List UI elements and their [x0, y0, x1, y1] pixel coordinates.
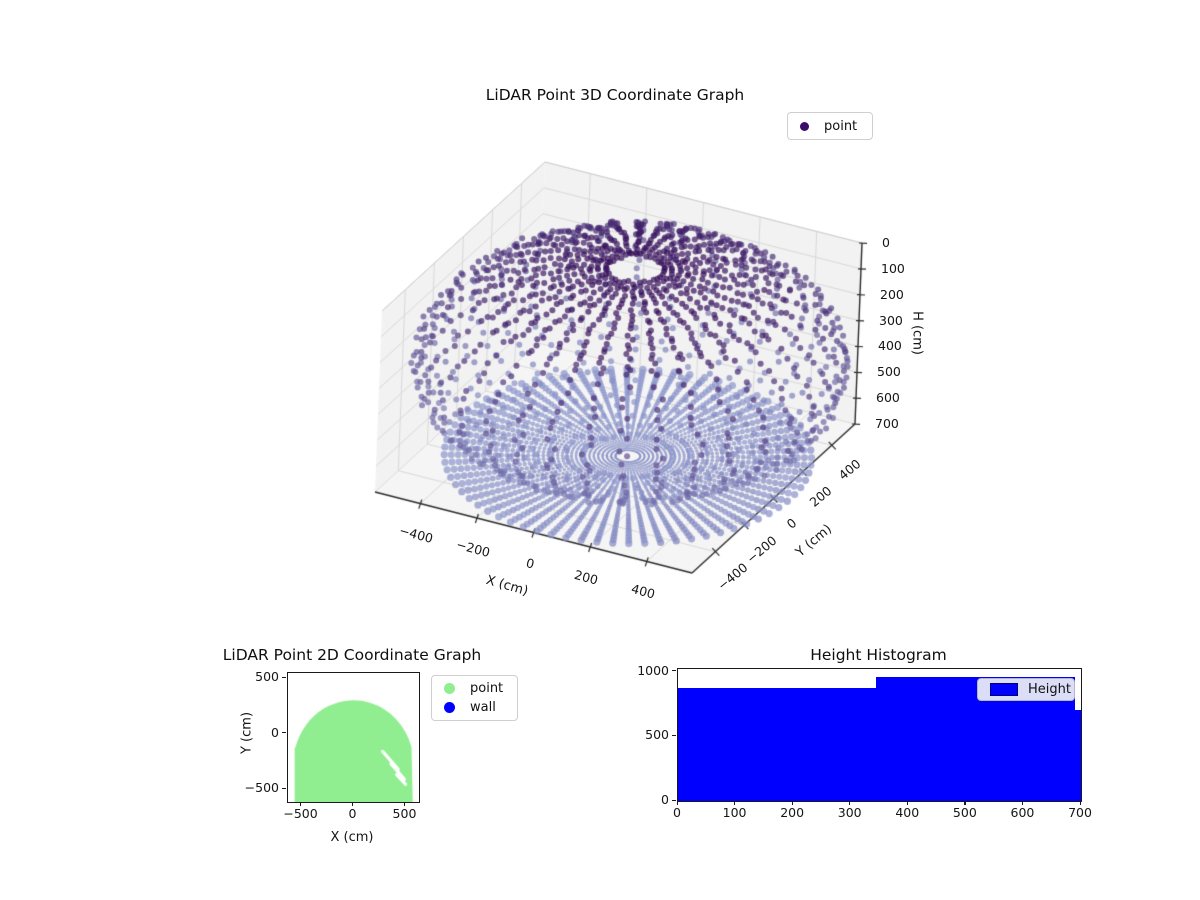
histogram-title: Height Histogram	[810, 646, 947, 664]
point-marker-icon	[800, 121, 809, 131]
tick-mark	[672, 670, 676, 672]
tick-label: 500	[255, 668, 279, 684]
tick-mark	[282, 676, 286, 678]
plot2d-title: LiDAR Point 2D Coordinate Graph	[222, 646, 482, 664]
plot2d-axes	[287, 672, 420, 803]
tick-label: 600	[1010, 804, 1035, 820]
tick-mark	[672, 799, 676, 801]
tick-label: 500	[392, 805, 417, 821]
tick-label: 100	[722, 804, 747, 820]
tick-label: 300	[837, 804, 862, 820]
legend-label: Height	[1028, 682, 1071, 697]
tick-mark	[672, 734, 676, 736]
height-patch-icon	[990, 683, 1018, 696]
tick-label: 200	[780, 804, 805, 820]
plot3d-canvas	[300, 140, 900, 640]
tick-label: 1000	[637, 662, 669, 678]
tick-mark	[282, 732, 286, 734]
histogram-bar	[678, 688, 877, 801]
plot3d-legend: point	[787, 112, 873, 140]
wall-marker-icon	[444, 702, 455, 713]
tick-label: 0	[673, 804, 681, 820]
plot2d-canvas	[288, 673, 419, 802]
plot2d-legend: point wall	[431, 675, 518, 721]
tick-label: 700	[1068, 804, 1092, 820]
tick-label: −500	[244, 779, 279, 795]
histogram-axes	[677, 668, 1082, 802]
plot3d-zaxis-label: H (cm)	[909, 311, 925, 355]
plot2d-yaxis-label: Y (cm)	[239, 711, 255, 755]
histogram-legend: Height	[977, 678, 1075, 701]
legend-label: point	[824, 118, 858, 134]
tick-label: 0	[348, 805, 357, 821]
point-marker-icon	[444, 683, 455, 694]
tick-label: 500	[952, 804, 977, 820]
plot2d-xaxis-label: X (cm)	[330, 830, 374, 845]
plot3d-title: LiDAR Point 3D Coordinate Graph	[485, 86, 745, 104]
tick-mark	[282, 787, 286, 789]
legend-label: point	[470, 681, 504, 696]
histogram-bar	[1075, 710, 1081, 801]
tick-label: 0	[271, 724, 279, 740]
tick-label: 500	[645, 727, 669, 743]
tick-label: 400	[895, 804, 920, 820]
legend-label: wall	[470, 700, 496, 715]
tick-label: 0	[661, 791, 669, 807]
tick-label: −500	[283, 805, 318, 821]
